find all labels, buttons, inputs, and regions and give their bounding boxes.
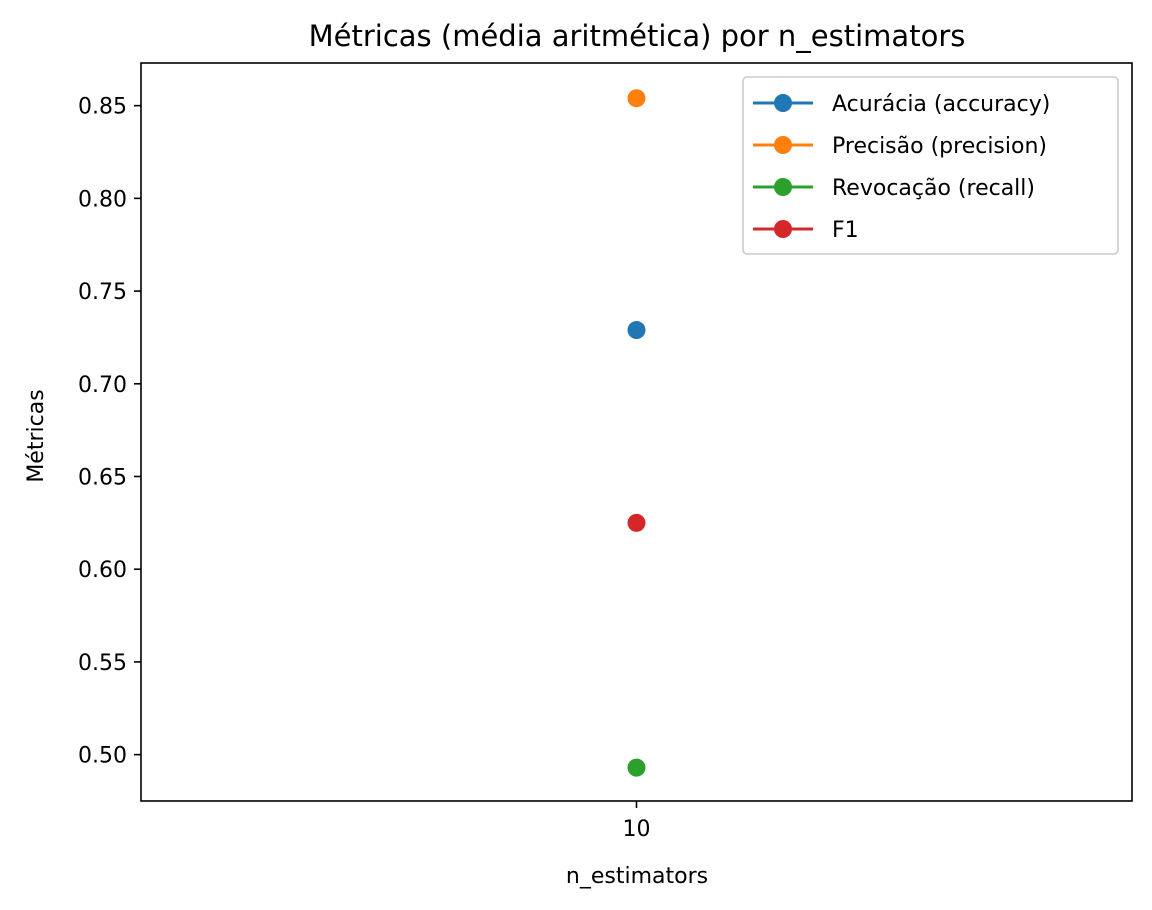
y-axis-label: Métricas xyxy=(24,389,49,482)
legend: Acurácia (accuracy) Precisão (precision) R… xyxy=(742,76,1119,255)
legend-marker xyxy=(774,94,792,112)
plot-area xyxy=(627,89,646,777)
chart-title: Métricas (média aritmética) por n_estima… xyxy=(309,19,966,53)
data-point xyxy=(627,89,646,108)
x-tick-label: 10 xyxy=(623,817,651,842)
y-tick-label: 0.80 xyxy=(78,187,127,212)
y-axis: 0.50 0.55 0.60 0.65 0.70 0.75 0.80 0.85 xyxy=(78,95,141,769)
y-tick-label: 0.70 xyxy=(78,373,127,398)
x-axis: 10 xyxy=(623,801,651,842)
data-point xyxy=(627,321,646,340)
legend-marker xyxy=(774,136,792,154)
legend-label: F1 xyxy=(832,218,859,243)
legend-box xyxy=(742,76,1119,255)
x-axis-label: n_estimators xyxy=(566,864,708,889)
legend-label: Acurácia (accuracy) xyxy=(832,92,1050,117)
data-point xyxy=(627,513,646,532)
y-tick-label: 0.55 xyxy=(78,651,127,676)
y-tick-label: 0.85 xyxy=(78,95,127,120)
legend-marker xyxy=(774,220,792,238)
y-tick-label: 0.75 xyxy=(78,280,127,305)
data-point xyxy=(627,758,646,777)
y-tick-label: 0.50 xyxy=(78,744,127,769)
y-tick-label: 0.60 xyxy=(78,558,127,583)
legend-label: Revocação (recall) xyxy=(832,176,1035,201)
legend-label: Precisão (precision) xyxy=(832,134,1047,159)
y-tick-label: 0.65 xyxy=(78,466,127,491)
legend-marker xyxy=(774,178,792,196)
